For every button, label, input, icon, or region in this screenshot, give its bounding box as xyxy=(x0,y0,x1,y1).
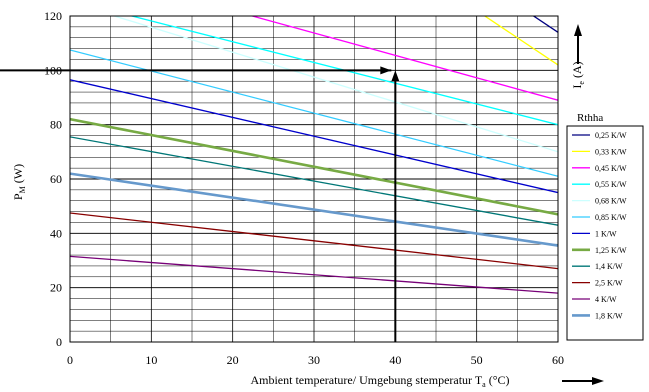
legend-label: 1,25 K/W xyxy=(595,246,627,255)
plot-frame xyxy=(69,15,559,343)
y-tick-label: 20 xyxy=(50,281,62,295)
right-arrow xyxy=(574,24,582,64)
series-line-11 xyxy=(70,172,558,247)
legend-label: 0,25 K/W xyxy=(595,131,627,140)
legend-items: 0,25 K/W 0,33 K/W 0,45 K/W 0,55 K/W 0,68 K/W… xyxy=(572,131,627,320)
legend-label: 2,5 K/W xyxy=(595,279,623,288)
x-axis-title-unit: (°C) xyxy=(486,373,510,387)
series-line-3 xyxy=(129,16,558,126)
right-axis-title: Ie (A) xyxy=(570,61,586,88)
y-tick-label: 0 xyxy=(56,335,62,349)
series-line-0 xyxy=(532,16,558,33)
series-line-7 xyxy=(70,117,558,216)
y-axis-title: PM (W) xyxy=(11,164,27,200)
series-line-10 xyxy=(70,255,558,294)
marker-vertical-arrowhead xyxy=(391,70,400,82)
series-line-4 xyxy=(112,16,558,153)
legend-label: 1 K/W xyxy=(595,229,617,238)
legend-label: 0,45 K/W xyxy=(595,164,627,173)
x-tick-label: 60 xyxy=(552,353,564,367)
y-tick-label: 80 xyxy=(50,118,62,132)
legend-label: 1,8 K/W xyxy=(595,311,623,320)
series-line-1 xyxy=(483,16,558,66)
ticks-layer: 0 20 40 60 80 100 120 0 10 20 30 40 50 60 xyxy=(44,9,564,367)
x-tick-label: 10 xyxy=(145,353,157,367)
right-axis-title-unit: (A) xyxy=(570,61,584,81)
series-layer xyxy=(70,16,558,294)
series-line-6 xyxy=(70,79,558,194)
series-line-9 xyxy=(70,212,558,270)
marker-layer xyxy=(0,66,400,342)
y-axis-title-unit: (W) xyxy=(11,164,25,186)
legend-label: 0,68 K/W xyxy=(595,197,627,206)
legend-title: Rthha xyxy=(577,112,603,124)
x-tick-label: 50 xyxy=(471,353,483,367)
right-axis-title-main: I xyxy=(570,85,584,89)
x-axis-title-sub: a xyxy=(482,380,486,389)
legend-label: 0,55 K/W xyxy=(595,180,627,189)
y-tick-label: 60 xyxy=(50,172,62,186)
legend-label: 4 K/W xyxy=(595,295,617,304)
series-line-8 xyxy=(70,136,558,226)
marker-horizontal-arrowhead xyxy=(380,66,392,75)
x-tick-label: 20 xyxy=(227,353,239,367)
y-tick-label: 100 xyxy=(44,63,62,77)
right-axis-title-sub: e xyxy=(577,81,586,85)
x-tick-label: 30 xyxy=(308,353,320,367)
x-tick-label: 40 xyxy=(389,353,401,367)
legend-label: 0,33 K/W xyxy=(595,147,627,156)
y-tick-label: 40 xyxy=(50,226,62,240)
series-line-2 xyxy=(249,16,558,101)
legend-label: 1,4 K/W xyxy=(595,262,623,271)
legend-label: 0,85 K/W xyxy=(595,213,627,222)
x-axis-arrow xyxy=(562,377,604,385)
y-axis-title-sub: M xyxy=(18,186,27,193)
x-tick-label: 0 xyxy=(67,353,73,367)
y-tick-label: 120 xyxy=(44,9,62,23)
y-axis-title-main: P xyxy=(11,193,25,200)
x-axis-title-main: Ambient temperature/ Umgebung stemperatu… xyxy=(250,373,482,387)
x-axis-title: Ambient temperature/ Umgebung stemperatu… xyxy=(250,373,509,389)
